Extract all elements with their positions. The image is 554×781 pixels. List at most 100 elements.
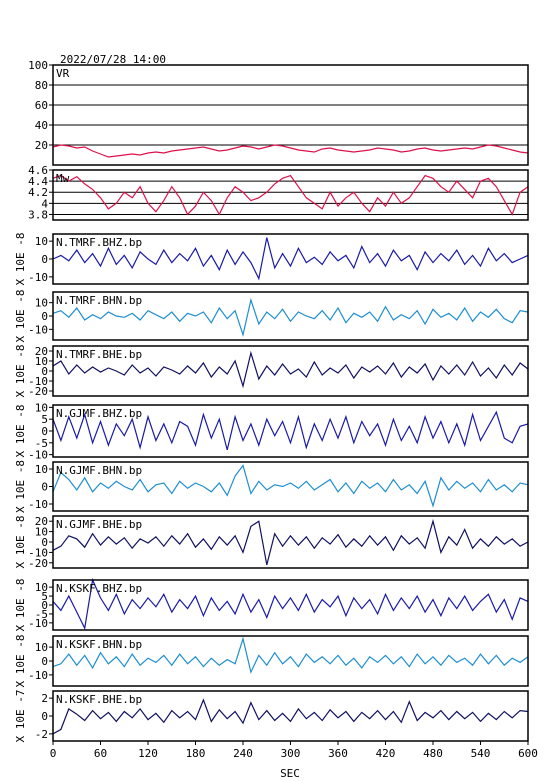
series-line-kskf-bhz xyxy=(52,577,529,631)
x-axis-label: SEC xyxy=(280,767,300,780)
x-tick-label: 60 xyxy=(94,747,107,760)
x-tick-label: 180 xyxy=(186,747,206,760)
panel-title: VR xyxy=(56,67,70,80)
y-tick-label: 0 xyxy=(41,253,48,266)
x-tick-label: 300 xyxy=(281,747,301,760)
y-tick-label: 5 xyxy=(41,413,48,426)
y-tick-label: 40 xyxy=(35,119,48,132)
y-tick-label: 10 xyxy=(35,297,48,310)
y-tick-label: 20 xyxy=(35,139,48,152)
x-tick-label: 0 xyxy=(50,747,57,760)
panel-title: N.GJMF.BHE.bp xyxy=(56,518,142,531)
y-tick-label: 0 xyxy=(41,481,48,494)
y-tick-label: 2 xyxy=(41,692,48,705)
series-line-tmrf-bhn xyxy=(52,297,529,337)
panel-title: N.KSKF.BHN.bp xyxy=(56,638,142,651)
y-tick-label: -20 xyxy=(28,557,48,570)
y-tick-label: -5 xyxy=(35,437,48,450)
series-line-vr xyxy=(52,144,529,158)
series-line-tmrf-bhe xyxy=(52,350,529,389)
y-tick-label: 60 xyxy=(35,99,48,112)
y-tick-label: 10 xyxy=(35,401,48,414)
y-axis-label: X 10E -7 xyxy=(14,690,27,743)
panel-title: N.KSKF.BHE.bp xyxy=(56,693,142,706)
y-axis-label: X 10E -8 xyxy=(14,405,27,458)
panel-title: N.TMRF.BHZ.bp xyxy=(56,236,142,249)
panel-frame xyxy=(52,64,529,166)
y-tick-label: -10 xyxy=(28,617,48,630)
y-axis-label: X 10E -8 xyxy=(14,635,27,688)
y-tick-label: -10 xyxy=(28,449,48,462)
y-axis-label: X 10E -8 xyxy=(14,290,27,343)
y-tick-label: 0 xyxy=(41,599,48,612)
panel-title: N.TMRF.BHN.bp xyxy=(56,294,142,307)
panel-title: N.KSKF.BHZ.bp xyxy=(56,582,142,595)
y-tick-label: -20 xyxy=(28,385,48,398)
y-tick-label: 0 xyxy=(41,655,48,668)
y-axis-label: X 10E -8 xyxy=(14,579,27,632)
x-tick-label: 420 xyxy=(376,747,396,760)
x-tick-label: 600 xyxy=(518,747,538,760)
y-tick-label: 80 xyxy=(35,79,48,92)
panel-gjmf-bhn: -10 0 10 N.GJMF.BHN.bp X 10E -8 xyxy=(14,460,529,513)
y-tick-label: 10 xyxy=(35,463,48,476)
y-tick-label: 5 xyxy=(41,590,48,603)
y-tick-label: 3.8 xyxy=(28,208,48,221)
y-tick-label: 0 xyxy=(41,425,48,438)
y-tick-label: -10 xyxy=(28,323,48,336)
panel-tmrf-bhz: -10 0 10 N.TMRF.BHZ.bp X 10E -8 xyxy=(14,233,529,286)
x-tick-label: 540 xyxy=(471,747,491,760)
x-tick-label: 480 xyxy=(423,747,443,760)
y-tick-label: 10 xyxy=(35,355,48,368)
y-tick-label: 4.2 xyxy=(28,186,48,199)
y-tick-label: 20 xyxy=(35,515,48,528)
y-tick-label: 10 xyxy=(35,641,48,654)
y-tick-label: 0 xyxy=(41,310,48,323)
panel-kskf-bhe: -2 0 2 N.KSKF.BHE.bp X 10E -7 xyxy=(14,690,529,743)
series-line-kskf-bhn xyxy=(52,636,529,674)
y-axis-label: X 10E -8 xyxy=(14,516,27,569)
y-axis-label: X 10E -8 xyxy=(14,345,27,398)
y-tick-label: -10 xyxy=(28,271,48,284)
y-tick-label: 10 xyxy=(35,581,48,594)
y-tick-label: -10 xyxy=(28,375,48,388)
y-axis-label: X 10E -8 xyxy=(14,460,27,513)
y-tick-label: 4.6 xyxy=(28,164,48,177)
series-line-gjmf-bhz xyxy=(52,410,529,451)
x-tick-label: 360 xyxy=(328,747,348,760)
series-line-mw xyxy=(52,174,529,216)
y-tick-label: -10 xyxy=(28,546,48,559)
y-tick-label: 4.4 xyxy=(28,175,48,188)
y-tick-label: 0 xyxy=(41,710,48,723)
y-tick-label: 100 xyxy=(28,59,48,72)
y-tick-label: 0 xyxy=(41,536,48,549)
panel-title: N.GJMF.BHN.bp xyxy=(56,464,142,477)
series-line-gjmf-bhe xyxy=(52,518,529,566)
panel-mw: 3.844.24.44.6 Mw xyxy=(28,164,529,221)
y-tick-label: 4 xyxy=(41,197,48,210)
panel-vr: 20 40 60 80 100 VR xyxy=(28,59,529,166)
x-tick-label: 240 xyxy=(233,747,253,760)
panel-title: N.GJMF.BHZ.bp xyxy=(56,407,142,420)
y-tick-label: -10 xyxy=(28,498,48,511)
panel-title: Mw xyxy=(56,172,70,185)
panel-title: N.TMRF.BHE.bp xyxy=(56,348,142,361)
y-tick-label: -2 xyxy=(35,728,48,741)
panel-frame xyxy=(52,169,529,221)
figure-timestamp: 2022/07/28 14:00 xyxy=(60,53,166,66)
y-tick-label: -10 xyxy=(28,669,48,682)
y-tick-label: 0 xyxy=(41,365,48,378)
y-axis-label: X 10E -8 xyxy=(14,233,27,286)
y-tick-label: 10 xyxy=(35,526,48,539)
series-line-gjmf-bhn xyxy=(52,464,529,508)
x-tick-label: 120 xyxy=(138,747,158,760)
y-tick-label: -5 xyxy=(35,608,48,621)
series-line-tmrf-bhz xyxy=(52,237,529,281)
